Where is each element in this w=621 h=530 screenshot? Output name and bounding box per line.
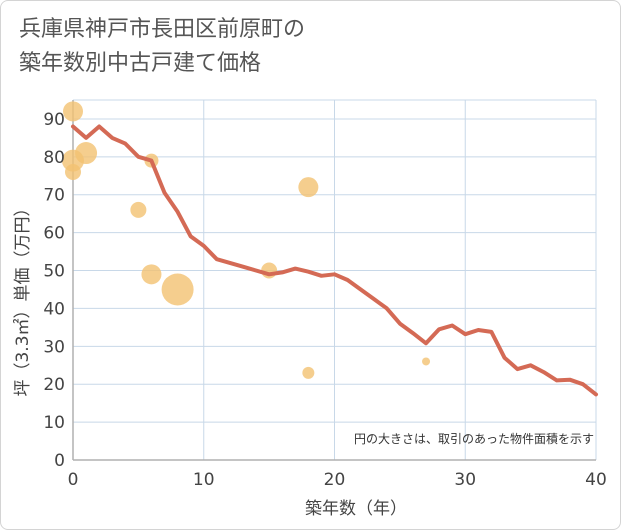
x-tick-label-10: 10 xyxy=(193,470,215,490)
y-tick-label-10: 10 xyxy=(43,413,65,433)
grid xyxy=(73,99,597,460)
bubble-point-6 xyxy=(141,264,162,285)
tick-labels: 0 10 20 30 40 50 60 70 80 90 0 10 20 30 40 xyxy=(43,110,606,490)
y-tick-label-70: 70 xyxy=(43,186,65,206)
chart-title-line-2: 築年数別中古戸建て価格 xyxy=(19,51,262,76)
trend-line xyxy=(71,124,598,397)
x-tick-label-0: 0 xyxy=(68,470,79,490)
chart-title-line-1: 兵庫県神戸市長田区前原町の xyxy=(19,17,306,42)
bubble-point-7 xyxy=(161,273,194,306)
bubble-point-2 xyxy=(65,164,81,180)
y-tick-label-0: 0 xyxy=(54,451,65,471)
chart-title: 兵庫県神戸市長田区前原町の 築年数別中古戸建て価格 xyxy=(19,13,579,81)
trend-series xyxy=(71,124,598,397)
bubble-point-3 xyxy=(75,142,98,165)
y-tick-label-50: 50 xyxy=(43,262,65,282)
y-tick-label-60: 60 xyxy=(43,224,65,244)
x-axis-title: 築年数（年） xyxy=(305,499,407,519)
bubble-size-note: 円の大きさは、取引のあった物件面積を示す xyxy=(354,431,594,446)
y-tick-label-30: 30 xyxy=(43,337,65,357)
bubble-point-0 xyxy=(63,101,83,122)
bubble-point-10 xyxy=(302,366,315,379)
y-tick-label-20: 20 xyxy=(43,375,65,395)
y-axis-title: 坪（3.3㎡）単価（万円） xyxy=(13,199,33,396)
x-tick-label-20: 20 xyxy=(324,470,346,490)
x-tick-label-40: 40 xyxy=(585,470,607,490)
x-tick-label-30: 30 xyxy=(454,470,476,490)
y-tick-label-80: 80 xyxy=(43,148,65,168)
bubble-point-9 xyxy=(298,177,319,198)
bubble-point-11 xyxy=(422,357,431,366)
y-tick-label-90: 90 xyxy=(43,110,65,130)
y-tick-label-40: 40 xyxy=(43,299,65,319)
bubble-point-4 xyxy=(130,201,147,218)
